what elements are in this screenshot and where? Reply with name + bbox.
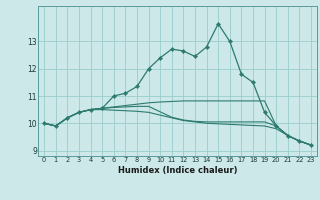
X-axis label: Humidex (Indice chaleur): Humidex (Indice chaleur): [118, 166, 237, 175]
